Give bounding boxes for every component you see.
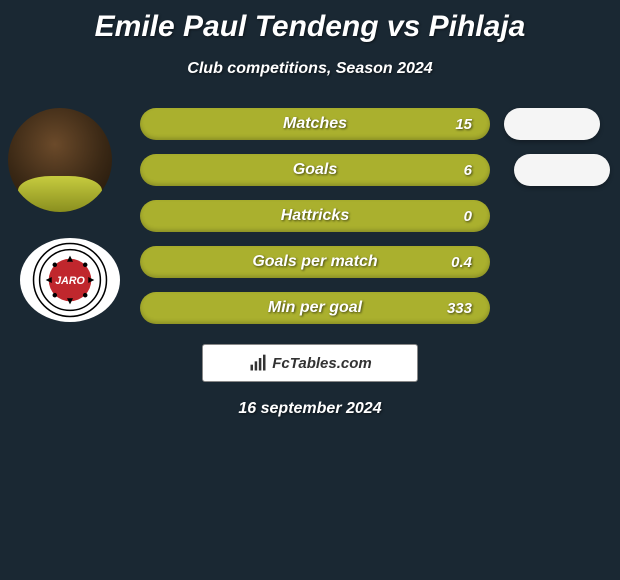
source-label: FcTables.com bbox=[272, 355, 371, 372]
stat-bar: Hattricks 0 bbox=[140, 200, 490, 232]
stat-label: Min per goal bbox=[268, 299, 362, 317]
club-logo-icon: JARO bbox=[32, 242, 108, 318]
stat-bar: Min per goal 333 bbox=[140, 292, 490, 324]
stat-label: Goals per match bbox=[252, 253, 377, 271]
stat-label: Goals bbox=[293, 161, 337, 179]
stat-value: 15 bbox=[455, 116, 472, 133]
stat-value: 0.4 bbox=[451, 254, 472, 271]
page-title: Emile Paul Tendeng vs Pihlaja bbox=[0, 0, 620, 44]
stat-bar: Matches 15 bbox=[140, 108, 490, 140]
stat-value: 333 bbox=[447, 300, 472, 317]
date-label: 16 september 2024 bbox=[0, 400, 620, 418]
subtitle: Club competitions, Season 2024 bbox=[0, 60, 620, 78]
source-badge: FcTables.com bbox=[202, 344, 418, 382]
comparison-content: JARO Matches 15 Goals 6 Hattricks 0 bbox=[0, 108, 620, 324]
stat-value: 6 bbox=[464, 162, 472, 179]
stat-bar: Goals per match 0.4 bbox=[140, 246, 490, 278]
comparison-pill bbox=[504, 108, 600, 140]
stat-label: Matches bbox=[283, 115, 347, 133]
stat-bar: Goals 6 bbox=[140, 154, 490, 186]
stat-value: 0 bbox=[464, 208, 472, 225]
svg-text:JARO: JARO bbox=[55, 275, 85, 287]
club-logo: JARO bbox=[20, 238, 120, 322]
chart-icon bbox=[248, 353, 268, 373]
stat-label: Hattricks bbox=[281, 207, 349, 225]
stats-bars: Matches 15 Goals 6 Hattricks 0 Goals per… bbox=[140, 108, 490, 324]
comparison-pill bbox=[514, 154, 610, 186]
player-avatar bbox=[8, 108, 112, 212]
